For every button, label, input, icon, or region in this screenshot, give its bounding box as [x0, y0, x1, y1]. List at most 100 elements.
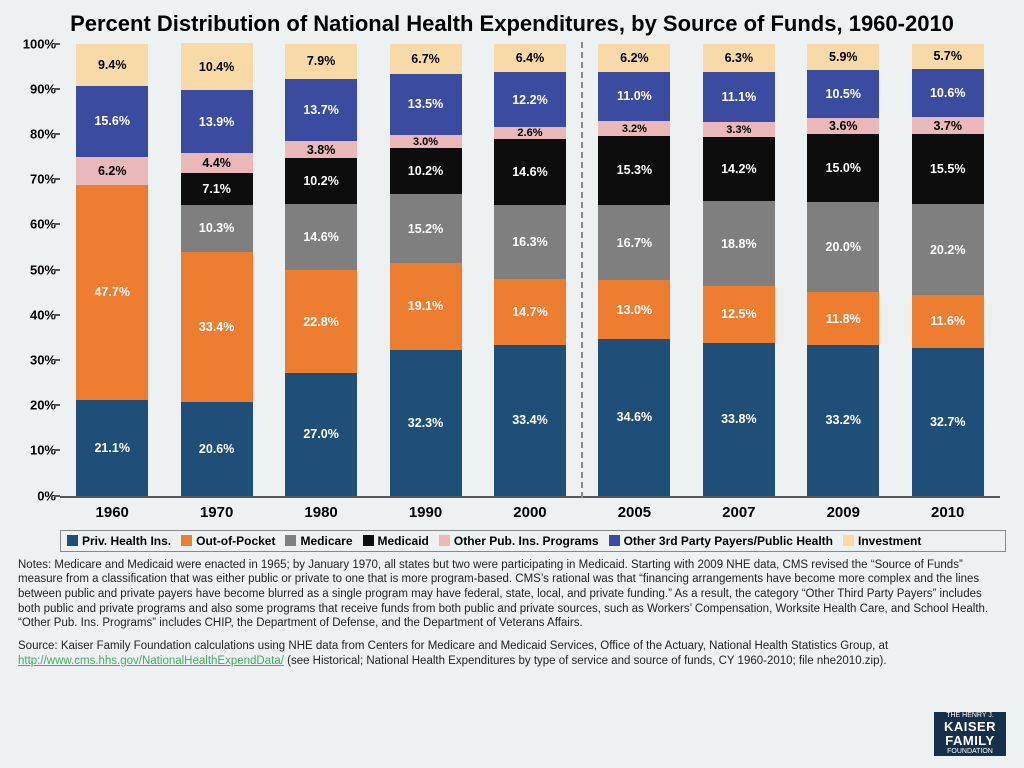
- x-tick-label: 2000: [488, 500, 572, 524]
- bar-column: 21.1%47.7%6.2%15.6%9.4%: [70, 44, 154, 496]
- bar-segment-medicaid: 10.2%: [285, 158, 357, 204]
- stacked-bar: 33.2%11.8%20.0%15.0%3.6%10.5%5.9%: [807, 44, 879, 496]
- legend-item-medicare: Medicare: [285, 534, 352, 548]
- y-tick-label: 100%: [12, 36, 56, 51]
- source-link[interactable]: http://www.cms.hhs.gov/NationalHealthExp…: [18, 655, 284, 667]
- bar-segment-medicare: 15.2%: [390, 194, 462, 263]
- legend-label: Investment: [858, 534, 921, 548]
- stacked-bar: 33.4%14.7%16.3%14.6%2.6%12.2%6.4%: [494, 44, 566, 496]
- y-tick-mark: [54, 404, 60, 406]
- y-tick-label: 50%: [12, 262, 56, 277]
- bar-segment-oop: 11.8%: [807, 292, 879, 345]
- bar-segment-priv: 27.0%: [285, 373, 357, 495]
- legend-label: Out-of-Pocket: [196, 534, 275, 548]
- y-tick-mark: [54, 449, 60, 451]
- logo-line2: KAISER: [936, 720, 1004, 734]
- legend-item-third: Other 3rd Party Payers/Public Health: [609, 534, 833, 548]
- y-tick-mark: [54, 314, 60, 316]
- bar-segment-oop: 22.8%: [285, 270, 357, 373]
- bar-segment-priv: 32.3%: [390, 350, 462, 496]
- logo-line4: FOUNDATION: [936, 748, 1004, 756]
- bar-segment-oop: 13.0%: [598, 280, 670, 339]
- bar-segment-medicare: 20.2%: [912, 204, 984, 295]
- x-tick-label: 2007: [697, 500, 781, 524]
- bar-segment-otherpub: 6.2%: [76, 157, 148, 185]
- x-tick-label: 2005: [592, 500, 676, 524]
- legend-swatch: [439, 535, 450, 546]
- y-tick-label: 0%: [12, 488, 56, 503]
- bar-segment-otherpub: 2.6%: [494, 127, 566, 139]
- bar-column: 33.8%12.5%18.8%14.2%3.3%11.1%6.3%: [697, 44, 781, 496]
- bar-segment-oop: 12.5%: [703, 286, 775, 343]
- bar-segment-medicaid: 10.2%: [390, 148, 462, 194]
- x-axis-labels: 196019701980199020002005200720092010: [60, 500, 1000, 524]
- bar-column: 20.6%33.4%10.3%7.1%4.4%13.9%10.4%: [175, 44, 259, 496]
- kaiser-logo: THE HENRY J. KAISER FAMILY FOUNDATION: [934, 712, 1006, 756]
- source-post: (see Historical; National Health Expendi…: [284, 655, 887, 667]
- x-tick-label: 1960: [70, 500, 154, 524]
- bar-column: 32.3%19.1%15.2%10.2%3.0%13.5%6.7%: [384, 44, 468, 496]
- plot-area: 21.1%47.7%6.2%15.6%9.4% 20.6%33.4%10.3%7.…: [60, 44, 1000, 498]
- bar-segment-oop: 11.6%: [912, 295, 984, 347]
- legend-swatch: [181, 535, 192, 546]
- bar-segment-otherpub: 3.6%: [807, 118, 879, 134]
- y-tick-mark: [54, 43, 60, 45]
- bar-segment-third: 13.7%: [285, 79, 357, 141]
- legend-label: Other 3rd Party Payers/Public Health: [624, 534, 833, 548]
- stacked-bar: 20.6%33.4%10.3%7.1%4.4%13.9%10.4%: [181, 44, 253, 496]
- bar-segment-otherpub: 3.8%: [285, 141, 357, 158]
- bar-segment-priv: 32.7%: [912, 348, 984, 496]
- legend: Priv. Health Ins. Out-of-Pocket Medicare Me…: [60, 530, 1006, 552]
- bar-segment-otherpub: 3.3%: [703, 122, 775, 137]
- legend-swatch: [609, 535, 620, 546]
- x-tick-label: 1990: [384, 500, 468, 524]
- bar-segment-third: 11.0%: [598, 72, 670, 122]
- bar-segment-medicare: 16.7%: [598, 205, 670, 280]
- bar-segment-medicaid: 14.2%: [703, 137, 775, 201]
- legend-item-priv: Priv. Health Ins.: [67, 534, 171, 548]
- y-tick-label: 40%: [12, 307, 56, 322]
- legend-item-invest: Investment: [843, 534, 921, 548]
- bar-column: 33.2%11.8%20.0%15.0%3.6%10.5%5.9%: [801, 44, 885, 496]
- logo-line3: FAMILY: [936, 734, 1004, 748]
- bar-segment-third: 15.6%: [76, 86, 148, 157]
- bar-segment-medicare: 18.8%: [703, 201, 775, 286]
- bar-segment-invest: 6.3%: [703, 44, 775, 72]
- bar-segment-priv: 21.1%: [76, 400, 148, 495]
- bar-segment-invest: 6.4%: [494, 44, 566, 73]
- legend-swatch: [843, 535, 854, 546]
- bar-column: 27.0%22.8%14.6%10.2%3.8%13.7%7.9%: [279, 44, 363, 496]
- bar-segment-invest: 6.2%: [598, 44, 670, 72]
- legend-swatch: [285, 535, 296, 546]
- bar-segment-invest: 5.9%: [807, 44, 879, 71]
- legend-swatch: [67, 535, 78, 546]
- bar-segment-medicaid: 15.0%: [807, 134, 879, 202]
- chart-area: 21.1%47.7%6.2%15.6%9.4% 20.6%33.4%10.3%7.…: [60, 44, 1000, 524]
- bar-segment-invest: 6.7%: [390, 44, 462, 74]
- y-tick-mark: [54, 223, 60, 225]
- bar-segment-invest: 9.4%: [76, 44, 148, 86]
- legend-label: Priv. Health Ins.: [82, 534, 171, 548]
- stacked-bar: 33.8%12.5%18.8%14.2%3.3%11.1%6.3%: [703, 44, 775, 496]
- y-tick-mark: [54, 133, 60, 135]
- bar-segment-otherpub: 3.7%: [912, 117, 984, 134]
- bar-segment-third: 13.9%: [181, 90, 253, 153]
- chart-title: Percent Distribution of National Health …: [18, 10, 1006, 38]
- legend-item-oop: Out-of-Pocket: [181, 534, 275, 548]
- y-tick-label: 80%: [12, 126, 56, 141]
- stacked-bar: 34.6%13.0%16.7%15.3%3.2%11.0%6.2%: [598, 44, 670, 496]
- bar-segment-priv: 33.8%: [703, 343, 775, 496]
- x-tick-label: 2010: [906, 500, 990, 524]
- bar-segment-otherpub: 4.4%: [181, 153, 253, 173]
- bar-segment-priv: 20.6%: [181, 402, 253, 495]
- legend-label: Medicaid: [378, 534, 429, 548]
- y-tick-label: 60%: [12, 217, 56, 232]
- y-tick-label: 20%: [12, 398, 56, 413]
- legend-label: Other Pub. Ins. Programs: [454, 534, 599, 548]
- y-tick-label: 30%: [12, 352, 56, 367]
- bar-segment-priv: 33.4%: [494, 345, 566, 496]
- bar-segment-third: 12.2%: [494, 72, 566, 127]
- bar-segment-medicaid: 15.3%: [598, 136, 670, 205]
- bar-column: 34.6%13.0%16.7%15.3%3.2%11.0%6.2%: [592, 44, 676, 496]
- bar-segment-medicare: 20.0%: [807, 202, 879, 292]
